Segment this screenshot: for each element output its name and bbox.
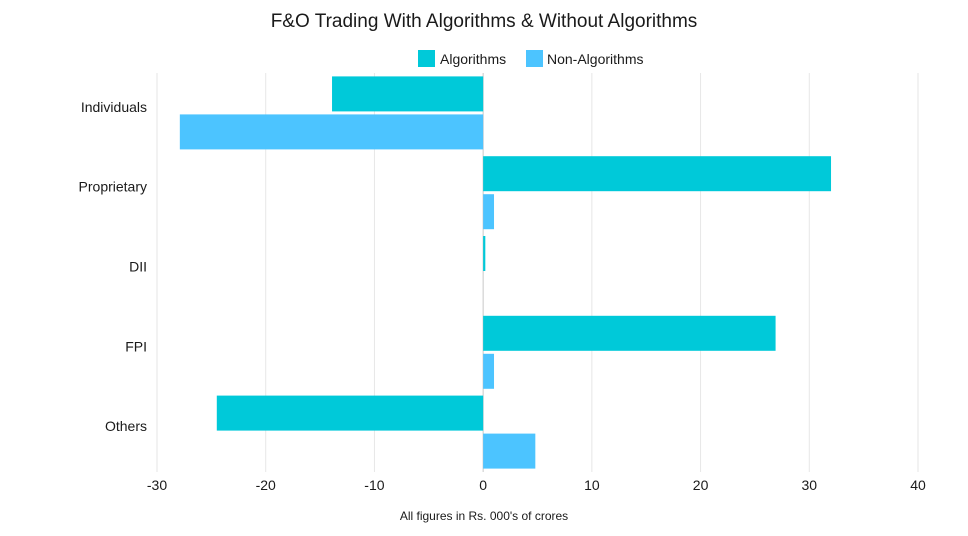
x-tick-labels: -30 -20 -10 0 10 20 30 40 [147,477,926,493]
bar-algorithms-others [216,395,484,431]
y-tick-labels: Individuals Proprietary DII FPI Others [79,99,147,434]
y-tick-label: FPI [125,338,147,354]
legend-label-non-algorithms: Non-Algorithms [547,51,643,67]
x-tick-label: -30 [147,477,167,493]
bar-non-algorithms-fpi [483,353,495,389]
bar-algorithms-proprietary [483,156,832,192]
x-tick-label: 40 [910,477,926,493]
x-tick-label: -20 [256,477,276,493]
bar-algorithms-individuals [332,76,484,112]
y-tick-label: Individuals [81,99,147,115]
legend-label-algorithms: Algorithms [440,51,506,67]
bar-algorithms-fpi [483,315,776,351]
legend-swatch-non-algorithms [526,50,543,67]
bars [179,76,832,469]
legend: Algorithms Non-Algorithms [418,50,643,67]
x-tick-label: 0 [479,477,487,493]
legend-swatch-algorithms [418,50,435,67]
y-tick-label: Others [105,418,147,434]
y-tick-label: Proprietary [79,179,147,195]
bar-non-algorithms-proprietary [483,194,495,230]
x-tick-label: 20 [693,477,709,493]
y-tick-label: DII [129,259,147,275]
chart-title: F&O Trading With Algorithms & Without Al… [271,11,698,32]
x-tick-label: 30 [801,477,817,493]
bar-non-algorithms-individuals [179,114,484,150]
x-tick-label: 10 [584,477,600,493]
bar-algorithms-dii [483,236,486,271]
bar-non-algorithms-others [483,433,536,469]
x-axis-label: All figures in Rs. 000's of crores [400,509,568,523]
x-tick-label: -10 [364,477,384,493]
